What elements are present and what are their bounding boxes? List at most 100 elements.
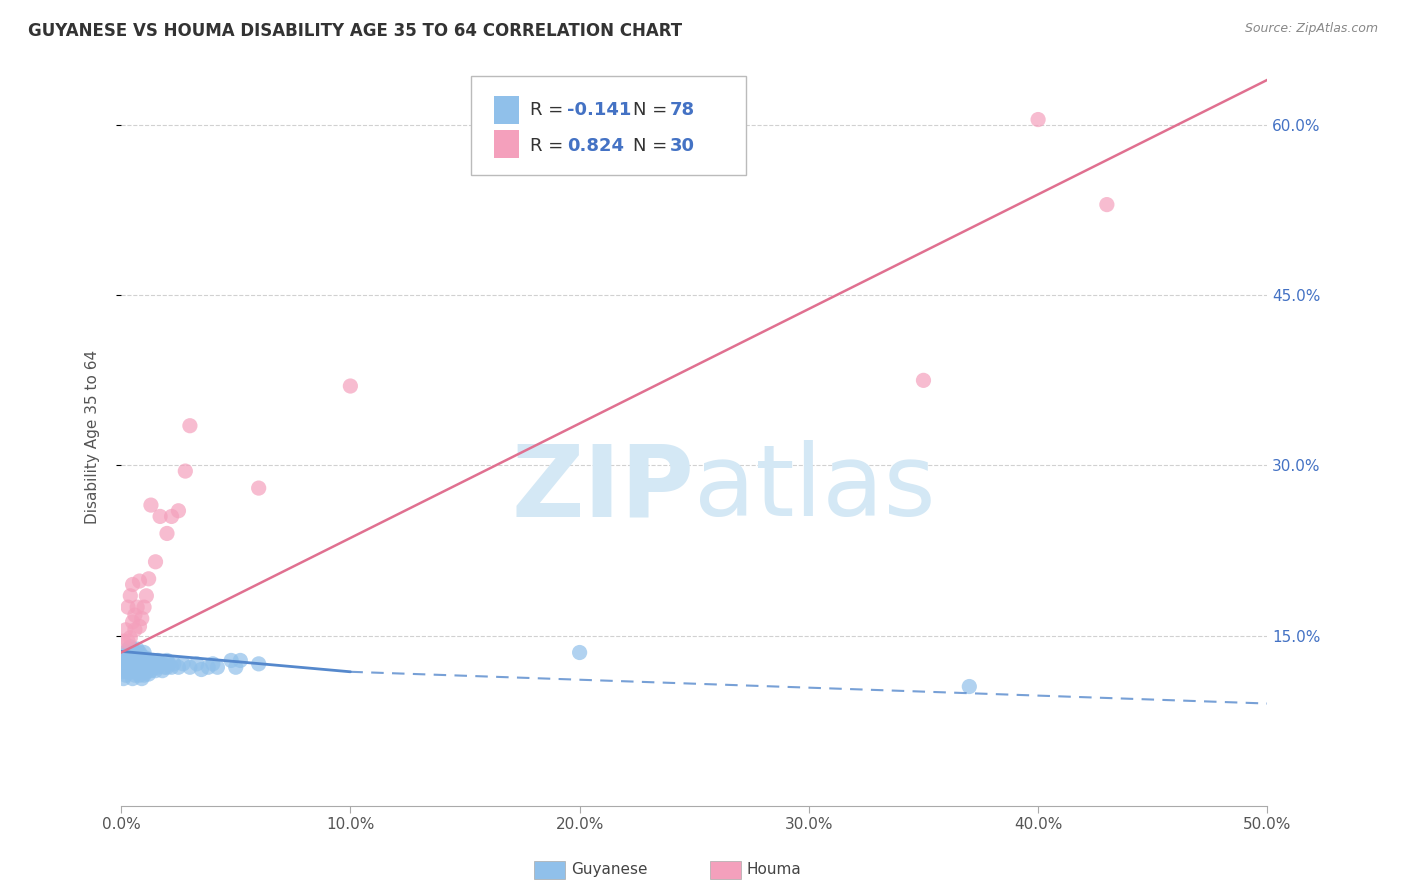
FancyBboxPatch shape: [494, 95, 519, 124]
Point: [131, 657, 153, 671]
Point: [152, 664, 174, 678]
Point: [167, 504, 190, 518]
Point: [121, 648, 143, 663]
Text: GUYANESE VS HOUMA DISABILITY AGE 35 TO 64 CORRELATION CHART: GUYANESE VS HOUMA DISABILITY AGE 35 TO 6…: [28, 22, 682, 40]
Point: [142, 660, 165, 674]
Point: [131, 672, 153, 686]
Text: -0.141: -0.141: [567, 101, 631, 119]
Point: [156, 526, 179, 541]
Point: [117, 600, 139, 615]
Point: [339, 379, 361, 393]
Point: [174, 464, 197, 478]
Point: [163, 657, 186, 671]
Point: [117, 648, 139, 663]
Point: [145, 555, 167, 569]
Point: [138, 660, 160, 674]
Y-axis label: Disability Age 35 to 64: Disability Age 35 to 64: [86, 350, 100, 524]
Point: [128, 668, 150, 682]
Point: [179, 660, 201, 674]
Point: [156, 653, 179, 667]
Point: [135, 589, 157, 603]
Point: [957, 680, 980, 694]
Point: [225, 660, 247, 674]
Point: [120, 631, 142, 645]
Point: [128, 619, 150, 633]
Point: [142, 653, 165, 667]
Point: [121, 577, 143, 591]
Point: [128, 653, 150, 667]
Point: [120, 653, 142, 667]
Point: [128, 574, 150, 588]
Point: [127, 665, 149, 679]
Point: [138, 667, 160, 681]
Point: [132, 646, 155, 660]
FancyBboxPatch shape: [471, 76, 745, 176]
Point: [127, 657, 149, 671]
Point: [124, 668, 146, 682]
Point: [127, 642, 149, 657]
Point: [229, 653, 252, 667]
Point: [146, 660, 169, 674]
Point: [112, 651, 135, 665]
Point: [149, 657, 172, 671]
Point: [131, 648, 153, 663]
Point: [156, 660, 179, 674]
Point: [114, 668, 136, 682]
Point: [114, 646, 136, 660]
Point: [179, 418, 201, 433]
Point: [139, 664, 162, 678]
Point: [117, 642, 139, 657]
Point: [112, 672, 135, 686]
Point: [127, 600, 149, 615]
Point: [153, 660, 176, 674]
Point: [132, 600, 155, 615]
Text: N =: N =: [634, 101, 673, 119]
Point: [152, 657, 174, 671]
Point: [120, 640, 142, 654]
Text: atlas: atlas: [695, 440, 936, 537]
Point: [117, 634, 139, 648]
Text: ZIP: ZIP: [512, 440, 695, 537]
Point: [135, 665, 157, 679]
Point: [128, 660, 150, 674]
Point: [160, 509, 183, 524]
Text: R =: R =: [530, 101, 569, 119]
Text: 78: 78: [671, 101, 696, 119]
Point: [124, 646, 146, 660]
FancyBboxPatch shape: [494, 130, 519, 159]
Point: [149, 509, 172, 524]
Text: Guyanese: Guyanese: [571, 863, 647, 877]
Point: [568, 646, 591, 660]
Point: [247, 657, 270, 671]
Point: [114, 660, 136, 674]
Point: [124, 608, 146, 623]
Point: [124, 660, 146, 674]
Point: [912, 373, 935, 387]
Point: [201, 657, 224, 671]
Point: [120, 646, 142, 660]
Point: [124, 623, 146, 637]
Point: [117, 665, 139, 679]
Point: [121, 672, 143, 686]
Point: [121, 657, 143, 671]
Point: [190, 663, 212, 677]
Point: [127, 648, 149, 663]
Point: [117, 657, 139, 671]
Point: [120, 589, 142, 603]
Point: [121, 642, 143, 657]
Point: [112, 634, 135, 648]
Point: [114, 623, 136, 637]
Point: [157, 657, 180, 671]
Point: [219, 653, 242, 667]
Text: Source: ZipAtlas.com: Source: ZipAtlas.com: [1244, 22, 1378, 36]
Point: [197, 660, 219, 674]
Point: [145, 664, 167, 678]
Point: [124, 653, 146, 667]
Text: R =: R =: [530, 136, 569, 155]
Point: [135, 651, 157, 665]
Point: [138, 572, 160, 586]
Point: [132, 660, 155, 674]
Text: 30: 30: [671, 136, 695, 155]
Point: [1095, 197, 1118, 211]
Point: [247, 481, 270, 495]
